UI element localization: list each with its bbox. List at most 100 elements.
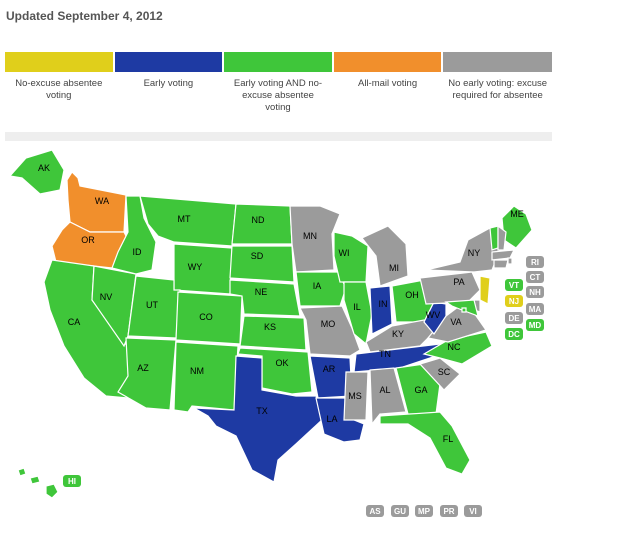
- badge-label: VI: [469, 507, 477, 516]
- badge-nh[interactable]: NH: [526, 286, 544, 298]
- state-label-co: CO: [199, 312, 213, 322]
- state-label-va: VA: [450, 317, 461, 327]
- legend-label: Early voting: [143, 78, 194, 89]
- state-ks[interactable]: [239, 315, 307, 351]
- badge-background: [505, 295, 523, 307]
- badge-label: CT: [530, 273, 541, 282]
- state-fl[interactable]: [379, 411, 471, 475]
- badge-hi[interactable]: HI: [63, 475, 81, 487]
- legend-label: No early voting: excuse required for abs…: [448, 78, 548, 101]
- state-ny[interactable]: [425, 227, 501, 273]
- badge-ri[interactable]: RI: [526, 256, 544, 268]
- state-ri[interactable]: [507, 257, 513, 265]
- state-al[interactable]: [369, 367, 407, 426]
- state-label-wy: WY: [188, 262, 203, 272]
- state-label-il: IL: [353, 302, 361, 312]
- state-label-ks: KS: [264, 322, 276, 332]
- badge-de[interactable]: DE: [505, 312, 523, 324]
- state-dc[interactable]: [461, 307, 467, 313]
- badge-label: MD: [529, 321, 542, 330]
- state-mi[interactable]: [361, 225, 409, 287]
- badge-background: [505, 279, 523, 291]
- badge-label: NJ: [509, 297, 519, 306]
- state-nj[interactable]: [479, 275, 491, 305]
- badge-label: DE: [508, 314, 520, 323]
- state-label-sd: SD: [251, 251, 264, 261]
- legend-label: No-excuse absentee voting: [15, 78, 103, 101]
- state-label-ar: AR: [323, 364, 336, 374]
- legend-item-no-excuse: No-excuse absentee voting: [5, 52, 113, 114]
- territory-as[interactable]: AS: [366, 505, 384, 517]
- territory-gu[interactable]: GU: [391, 505, 409, 517]
- state-il[interactable]: [343, 281, 373, 346]
- state-id[interactable]: [111, 195, 157, 275]
- badge-md[interactable]: MD: [526, 319, 544, 331]
- state-label-mo: MO: [321, 319, 336, 329]
- state-label-nm: NM: [190, 366, 204, 376]
- badge-vt[interactable]: VT: [505, 279, 523, 291]
- badge-label: PR: [443, 507, 454, 516]
- state-ms[interactable]: [343, 371, 369, 421]
- badge-label: MP: [418, 507, 431, 516]
- legend-label: Early voting AND no-excuse absentee voti…: [233, 78, 323, 113]
- state-wa[interactable]: [66, 171, 127, 233]
- badge-background: [63, 475, 81, 487]
- state-shapes: [8, 149, 533, 499]
- state-wy[interactable]: [173, 243, 233, 295]
- state-ut[interactable]: [127, 275, 181, 339]
- state-label-ia: IA: [313, 281, 322, 291]
- state-label-ny: NY: [468, 248, 481, 258]
- territory-pr[interactable]: PR: [440, 505, 458, 517]
- badge-background: [505, 328, 523, 340]
- state-ne[interactable]: [229, 279, 301, 317]
- badge-ma[interactable]: MA: [526, 303, 544, 315]
- state-in[interactable]: [369, 285, 393, 335]
- badge-background: [440, 505, 458, 517]
- legend-item-both: Early voting AND no-excuse absentee voti…: [224, 52, 332, 114]
- legend-item-none: No early voting: excuse required for abs…: [443, 52, 552, 114]
- state-sd[interactable]: [229, 245, 295, 283]
- badge-label: HI: [68, 477, 76, 486]
- state-label-ok: OK: [275, 358, 288, 368]
- state-label-pa: PA: [453, 277, 464, 287]
- badge-label: VT: [509, 281, 519, 290]
- state-sc[interactable]: [418, 357, 461, 391]
- state-tn[interactable]: [353, 343, 443, 373]
- badge-dc[interactable]: DC: [505, 328, 523, 340]
- state-ga[interactable]: [395, 363, 441, 415]
- badge-label: MA: [529, 305, 542, 314]
- state-wv[interactable]: [423, 301, 447, 336]
- legend-label: All-mail voting: [358, 78, 418, 89]
- state-mo[interactable]: [299, 305, 361, 357]
- state-nm[interactable]: [173, 341, 239, 413]
- state-nh[interactable]: [497, 224, 507, 251]
- state-label-id: ID: [133, 247, 143, 257]
- badge-label: GU: [394, 507, 406, 516]
- state-ok[interactable]: [237, 347, 313, 395]
- state-label-sc: SC: [438, 367, 451, 377]
- territory-mp[interactable]: MP: [415, 505, 433, 517]
- badge-background: [526, 319, 544, 331]
- state-ak[interactable]: [8, 149, 65, 195]
- territory-vi[interactable]: VI: [464, 505, 482, 517]
- state-mn[interactable]: [289, 205, 341, 273]
- badge-label: AS: [369, 507, 381, 516]
- state-label-la: LA: [326, 414, 337, 424]
- state-labels: AK WA OR CA NV ID MT WY UT AZ CO NM ND SD NE KS OK TX MN IA…: [38, 163, 524, 444]
- state-label-oh: OH: [405, 290, 419, 300]
- badge-background: [526, 271, 544, 283]
- state-label-nv: NV: [100, 292, 113, 302]
- state-hi[interactable]: [17, 467, 59, 499]
- state-vt[interactable]: [489, 225, 499, 251]
- badge-background: [415, 505, 433, 517]
- state-ct[interactable]: [493, 259, 509, 269]
- territory-badges: AS GU MP PR VI: [366, 505, 482, 517]
- state-ia[interactable]: [295, 271, 347, 307]
- badge-nj[interactable]: NJ: [505, 295, 523, 307]
- badge-ct[interactable]: CT: [526, 271, 544, 283]
- state-tx[interactable]: [193, 355, 323, 483]
- state-pa[interactable]: [419, 271, 481, 305]
- badge-label: NH: [529, 288, 541, 297]
- state-label-or: OR: [81, 235, 95, 245]
